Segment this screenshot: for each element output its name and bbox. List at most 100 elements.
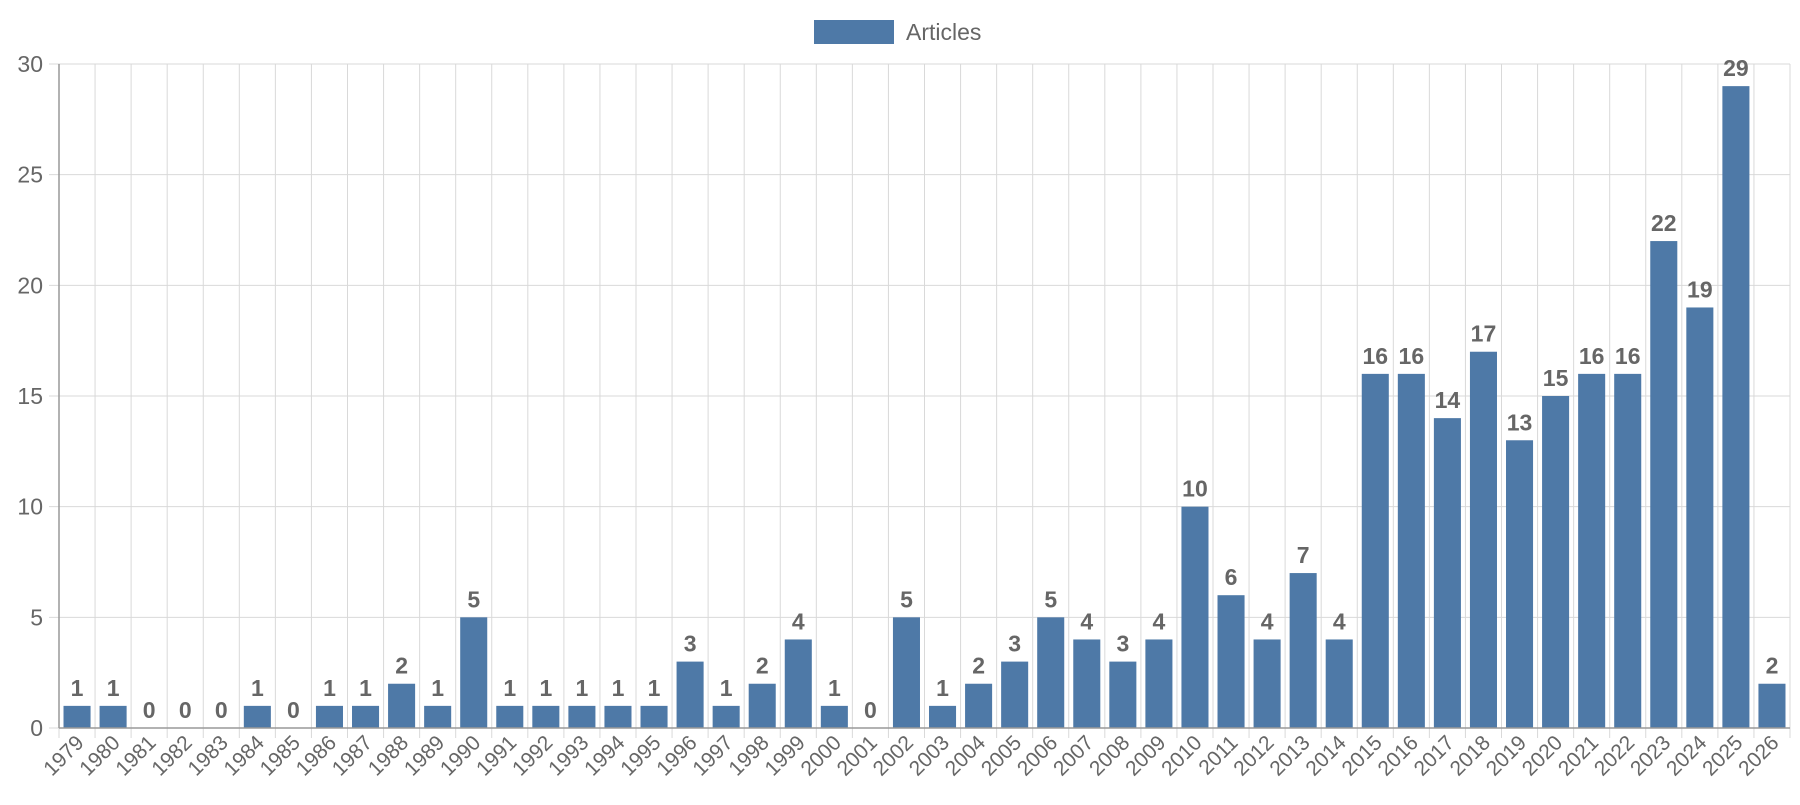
x-tick-label: 2025 [1698, 731, 1747, 780]
data-label: 1 [539, 675, 552, 701]
bar [1109, 661, 1137, 728]
y-tick-label: 0 [30, 715, 43, 741]
data-label: 1 [936, 675, 949, 701]
data-label: 10 [1182, 476, 1208, 502]
data-label: 17 [1471, 321, 1497, 347]
data-label: 4 [1261, 608, 1274, 634]
data-label: 3 [1008, 631, 1021, 657]
bar [748, 683, 776, 728]
x-tick-label: 2007 [1049, 731, 1098, 780]
x-tick-label: 2003 [905, 731, 954, 780]
data-label: 5 [900, 586, 913, 612]
x-tick-label: 1994 [580, 731, 630, 781]
x-tick-label: 1985 [256, 731, 305, 780]
y-tick-label: 30 [17, 51, 43, 77]
x-tick-label: 1996 [652, 731, 701, 780]
data-label: 1 [828, 675, 841, 701]
legend-label: Articles [906, 19, 981, 45]
y-tick-label: 10 [17, 494, 43, 520]
bar [1037, 617, 1065, 728]
bar [892, 617, 920, 728]
data-label: 0 [864, 697, 877, 723]
bar [1325, 639, 1353, 728]
x-tick-label: 2016 [1374, 731, 1423, 780]
bars [63, 86, 1786, 729]
data-label: 1 [576, 675, 589, 701]
data-label: 16 [1615, 343, 1641, 369]
x-tick-label: 2015 [1338, 731, 1387, 780]
x-tick-label: 1979 [39, 731, 88, 780]
x-tick-label: 2022 [1590, 731, 1639, 780]
x-tick-label: 2019 [1482, 731, 1531, 780]
x-tick-label: 1984 [220, 731, 270, 781]
bar [1289, 573, 1317, 728]
data-label: 0 [215, 697, 228, 723]
bar [1433, 418, 1461, 728]
bar [1361, 373, 1389, 728]
data-label: 7 [1297, 542, 1310, 568]
x-tick-label: 1991 [472, 731, 521, 780]
data-label: 4 [792, 608, 805, 634]
bar [1542, 396, 1570, 728]
data-label: 29 [1723, 55, 1749, 81]
y-tick-label: 20 [17, 272, 43, 298]
x-tick-label: 1992 [508, 731, 557, 780]
x-tick-label: 2005 [977, 731, 1026, 780]
data-label: 1 [648, 675, 661, 701]
data-label: 19 [1687, 276, 1713, 302]
x-tick-label: 2002 [869, 731, 918, 780]
data-label: 1 [612, 675, 625, 701]
x-tick-label: 2010 [1157, 731, 1206, 780]
data-label: 22 [1651, 210, 1677, 236]
x-tick-label: 1993 [544, 731, 593, 780]
bar [1469, 351, 1497, 728]
bar [929, 705, 957, 728]
bar [1506, 440, 1534, 728]
x-tick-label: 2017 [1410, 731, 1459, 780]
data-label: 15 [1543, 365, 1569, 391]
data-label: 4 [1333, 608, 1346, 634]
data-label: 1 [71, 675, 84, 701]
x-tick-label: 1986 [292, 731, 341, 780]
legend: Articles [814, 19, 981, 45]
x-tick-label: 1989 [400, 731, 449, 780]
data-label: 2 [972, 653, 985, 679]
bar [1578, 373, 1606, 728]
x-tick-label: 2020 [1518, 731, 1567, 780]
bar [1001, 661, 1029, 728]
data-label: 1 [323, 675, 336, 701]
x-tick-label: 2018 [1446, 731, 1495, 780]
data-label: 4 [1080, 608, 1093, 634]
bar [388, 683, 416, 728]
data-label: 4 [1153, 608, 1166, 634]
x-tick-label: 2023 [1626, 731, 1675, 780]
data-label: 5 [467, 586, 480, 612]
y-tick-label: 5 [30, 604, 43, 630]
bar [1181, 506, 1209, 728]
data-label: 13 [1507, 409, 1533, 435]
bar [315, 705, 343, 728]
x-tick-label: 2004 [941, 731, 991, 781]
bar [568, 705, 596, 728]
bar [676, 661, 704, 728]
x-tick-label: 1988 [364, 731, 413, 780]
x-tick-label: 1999 [761, 731, 810, 780]
x-tick-label: 2006 [1013, 731, 1062, 780]
data-label: 0 [179, 697, 192, 723]
x-tick-label: 2009 [1121, 731, 1170, 780]
x-tick-label: 1995 [616, 731, 665, 780]
bar [532, 705, 560, 728]
data-label: 1 [503, 675, 516, 701]
x-tick-label: 2013 [1265, 731, 1314, 780]
data-label: 2 [1766, 653, 1779, 679]
bar [820, 705, 848, 728]
x-tick-label: 1981 [111, 731, 160, 780]
data-label: 1 [251, 675, 264, 701]
bar [1722, 86, 1750, 729]
bar [1614, 373, 1642, 728]
bar [784, 639, 812, 728]
data-label: 1 [359, 675, 372, 701]
y-tick-label: 25 [17, 162, 43, 188]
